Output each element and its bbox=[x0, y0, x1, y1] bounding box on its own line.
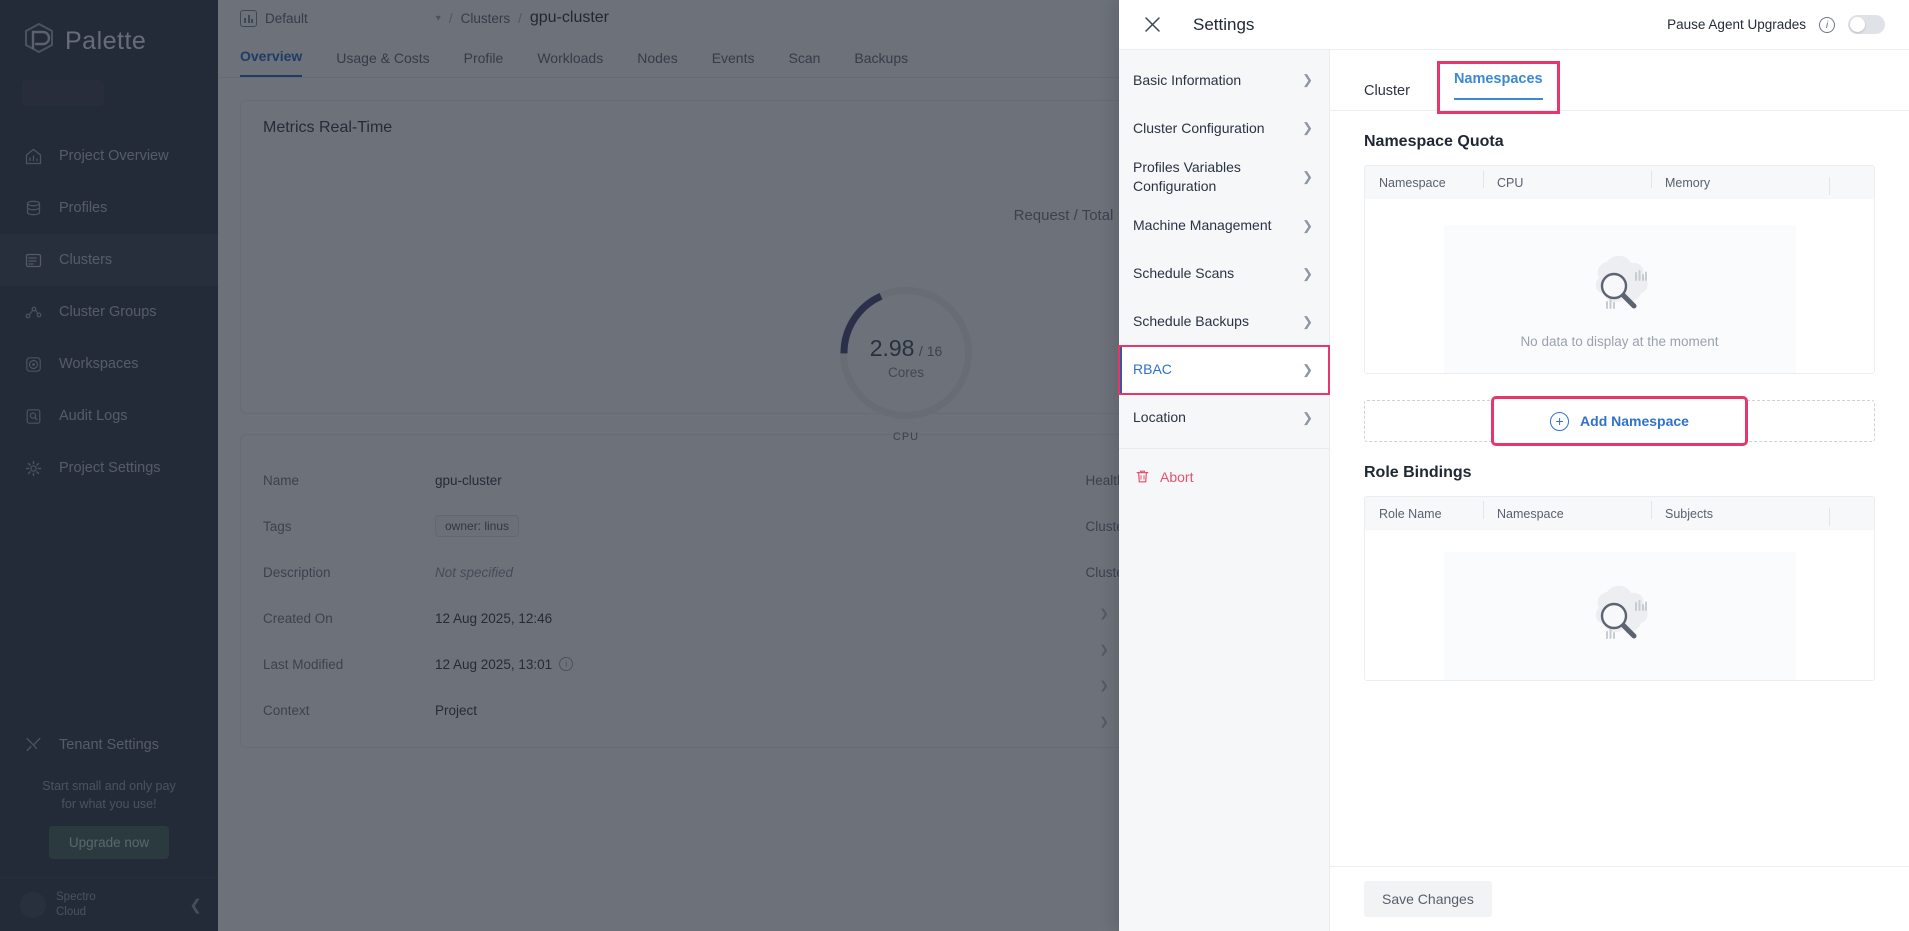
menu-item-label: Machine Management bbox=[1133, 217, 1272, 234]
role-bindings-table: Role Name Namespace Subjects bbox=[1364, 496, 1875, 681]
settings-menu-item-rbac[interactable]: RBAC ❯ bbox=[1118, 344, 1330, 395]
settings-menu: Basic Information ❯ Cluster Configuratio… bbox=[1118, 50, 1330, 931]
role-bindings-title: Role Bindings bbox=[1364, 464, 1472, 481]
settings-menu-item-basic-information[interactable]: Basic Information ❯ bbox=[1119, 56, 1329, 104]
abort-button[interactable]: Abort bbox=[1119, 455, 1329, 485]
tab-namespaces[interactable]: Namespaces bbox=[1453, 71, 1543, 100]
table-header-row: Namespace CPU Memory bbox=[1365, 166, 1874, 199]
info-icon[interactable]: i bbox=[1819, 16, 1835, 33]
settings-menu-item-profiles-variables-configuration[interactable]: Profiles Variables Configuration ❯ bbox=[1119, 152, 1329, 202]
no-data-illustration-icon bbox=[1581, 250, 1659, 322]
abort-label: Abort bbox=[1160, 468, 1194, 485]
close-icon[interactable] bbox=[1139, 12, 1165, 38]
drawer-footer: Save Changes bbox=[1330, 866, 1909, 931]
chevron-right-icon: ❯ bbox=[1302, 169, 1313, 185]
rbac-pane: Cluster Namespaces Namespace Quota Names… bbox=[1330, 50, 1909, 931]
column-header-subjects: Subjects bbox=[1651, 500, 1829, 521]
column-header-namespace: Namespace bbox=[1483, 500, 1651, 521]
table-header-row: Role Name Namespace Subjects bbox=[1365, 497, 1874, 530]
pause-agent-upgrades-label: Pause Agent Upgrades bbox=[1667, 17, 1806, 32]
role-bindings-empty-state bbox=[1443, 552, 1796, 680]
chevron-right-icon: ❯ bbox=[1302, 266, 1313, 281]
settings-menu-item-location[interactable]: Location ❯ bbox=[1119, 394, 1329, 442]
rbac-tabs: Cluster Namespaces bbox=[1330, 50, 1909, 114]
add-namespace-row[interactable]: + Add Namespace bbox=[1364, 396, 1875, 446]
menu-item-label: Schedule Scans bbox=[1133, 265, 1235, 282]
chevron-right-icon: ❯ bbox=[1302, 362, 1313, 377]
chevron-right-icon: ❯ bbox=[1302, 218, 1313, 233]
settings-menu-item-machine-management[interactable]: Machine Management ❯ bbox=[1119, 202, 1329, 250]
toggle-knob bbox=[1850, 17, 1865, 32]
empty-state-text: No data to display at the moment bbox=[1520, 333, 1719, 349]
menu-item-label: Location bbox=[1133, 409, 1186, 426]
modal-overlay[interactable] bbox=[0, 0, 1119, 931]
settings-menu-item-schedule-scans[interactable]: Schedule Scans ❯ bbox=[1119, 250, 1329, 298]
tab-namespaces-highlight: Namespaces bbox=[1436, 61, 1560, 114]
settings-menu-item-cluster-configuration[interactable]: Cluster Configuration ❯ bbox=[1119, 104, 1329, 152]
chevron-right-icon: ❯ bbox=[1302, 120, 1313, 136]
namespace-quota-title: Namespace Quota bbox=[1364, 133, 1504, 150]
menu-item-label: Schedule Backups bbox=[1133, 313, 1249, 330]
chevron-right-icon: ❯ bbox=[1302, 314, 1313, 329]
column-header-role-name: Role Name bbox=[1379, 506, 1442, 521]
no-data-illustration-icon bbox=[1581, 580, 1659, 652]
rbac-content: Namespace Quota Namespace CPU Memory bbox=[1330, 111, 1909, 866]
menu-item-label: RBAC bbox=[1133, 361, 1172, 378]
drawer-header-actions: Pause Agent Upgrades i bbox=[1667, 15, 1885, 34]
settings-drawer: Settings Pause Agent Upgrades i Basic In… bbox=[1118, 0, 1909, 931]
settings-menu-item-schedule-backups[interactable]: Schedule Backups ❯ bbox=[1119, 298, 1329, 346]
column-header-memory: Memory bbox=[1651, 169, 1829, 190]
menu-item-label: Cluster Configuration bbox=[1133, 119, 1265, 136]
drawer-header: Settings Pause Agent Upgrades i bbox=[1119, 0, 1909, 50]
trash-icon bbox=[1135, 469, 1150, 484]
save-changes-button[interactable]: Save Changes bbox=[1364, 881, 1492, 917]
menu-item-label: Basic Information bbox=[1133, 71, 1242, 88]
drawer-body: Basic Information ❯ Cluster Configuratio… bbox=[1118, 50, 1909, 931]
namespace-quota-empty-state: No data to display at the moment bbox=[1443, 225, 1796, 373]
chevron-right-icon: ❯ bbox=[1302, 72, 1313, 88]
drawer-title: Settings bbox=[1193, 14, 1255, 34]
column-header-namespace: Namespace bbox=[1379, 175, 1446, 190]
menu-item-label: Profiles Variables Configuration bbox=[1133, 159, 1241, 194]
column-header-cpu: CPU bbox=[1483, 169, 1651, 190]
add-namespace-highlight: + Add Namespace bbox=[1491, 396, 1748, 446]
menu-divider bbox=[1119, 447, 1329, 449]
plus-circle-icon: + bbox=[1550, 411, 1570, 431]
chevron-right-icon: ❯ bbox=[1302, 410, 1313, 425]
namespace-quota-table: Namespace CPU Memory bbox=[1364, 165, 1875, 374]
pause-agent-upgrades-toggle[interactable] bbox=[1848, 15, 1885, 34]
add-namespace-button[interactable]: Add Namespace bbox=[1580, 413, 1689, 429]
tab-cluster[interactable]: Cluster bbox=[1364, 83, 1410, 99]
